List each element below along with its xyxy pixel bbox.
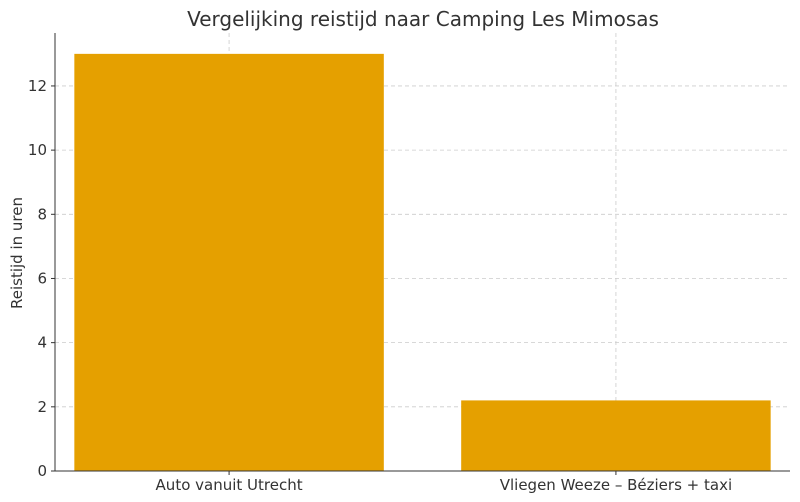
y-axis-label: Reistijd in uren [8,197,26,309]
y-tick-label: 0 [37,462,47,480]
axes-layer [54,33,790,472]
ticks-layer: 0 2 4 6 8 10 12 Auto vanuit Utrecht Vliegen Weez… [28,77,732,494]
bars-layer [74,53,771,471]
x-tick-label: Vliegen Weeze – Béziers + taxi [500,476,732,494]
y-tick-label: 6 [37,269,47,287]
y-tick-label: 12 [28,77,47,95]
y-tick-label: 4 [37,334,47,352]
y-tick-label: 8 [37,205,47,223]
bar [461,400,771,471]
x-tick-label: Auto vanuit Utrecht [156,476,303,494]
y-tick-label: 10 [28,141,47,159]
y-tick-label: 2 [37,398,47,416]
chart-title: Vergelijking reistijd naar Camping Les M… [187,7,659,31]
bar [74,53,384,471]
